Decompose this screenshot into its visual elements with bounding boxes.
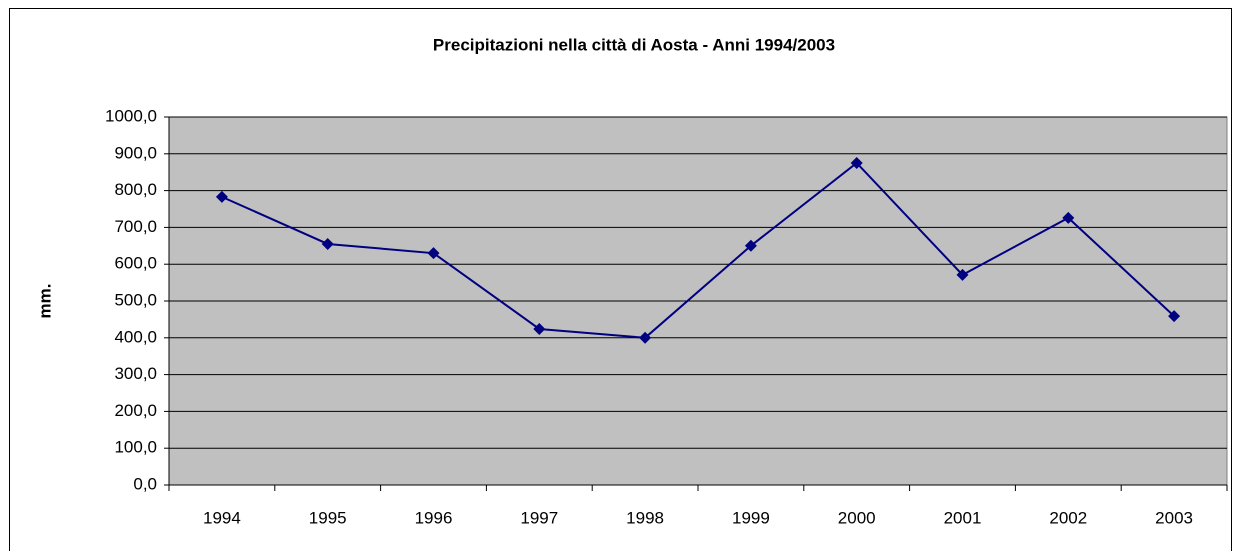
- x-tick-label: 1995: [309, 508, 347, 527]
- y-tick-label: 1000,0: [105, 106, 157, 125]
- x-tick-label: 2003: [1155, 508, 1193, 527]
- data-point: [215, 190, 228, 203]
- data-point: [1062, 211, 1075, 224]
- data-point: [321, 237, 334, 250]
- series-line: [221, 161, 1175, 339]
- data-point: [850, 157, 863, 169]
- y-tick-label: 700,0: [114, 217, 157, 236]
- data-point: [744, 239, 757, 252]
- x-tick-label: 1998: [626, 508, 664, 527]
- y-axis-label: mm.: [35, 284, 54, 319]
- y-tick-label: 100,0: [114, 438, 157, 457]
- chart-title: Precipitazioni nella città di Aosta - An…: [433, 35, 835, 54]
- x-tick-label: 1996: [415, 508, 453, 527]
- x-tick-label: 1999: [732, 508, 770, 527]
- x-tick-label: 1997: [520, 508, 558, 527]
- x-tick-label: 1994: [203, 508, 241, 527]
- y-tick-label: 0,0: [133, 474, 157, 493]
- y-tick-label: 500,0: [114, 290, 157, 309]
- y-tick-label: 300,0: [114, 364, 157, 383]
- y-tick-label: 900,0: [114, 143, 157, 162]
- data-point: [1168, 310, 1181, 323]
- y-tick-label: 200,0: [114, 401, 157, 420]
- x-tick-label: 2000: [838, 508, 876, 527]
- x-tick-label: 2001: [944, 508, 982, 527]
- data-point: [533, 322, 546, 335]
- y-tick-label: 600,0: [114, 254, 157, 273]
- data-point: [427, 247, 440, 260]
- data-point: [639, 331, 652, 344]
- y-tick-label: 800,0: [114, 180, 157, 199]
- data-point: [956, 268, 969, 281]
- y-tick-label: 400,0: [114, 327, 157, 346]
- x-tick-label: 2002: [1049, 508, 1087, 527]
